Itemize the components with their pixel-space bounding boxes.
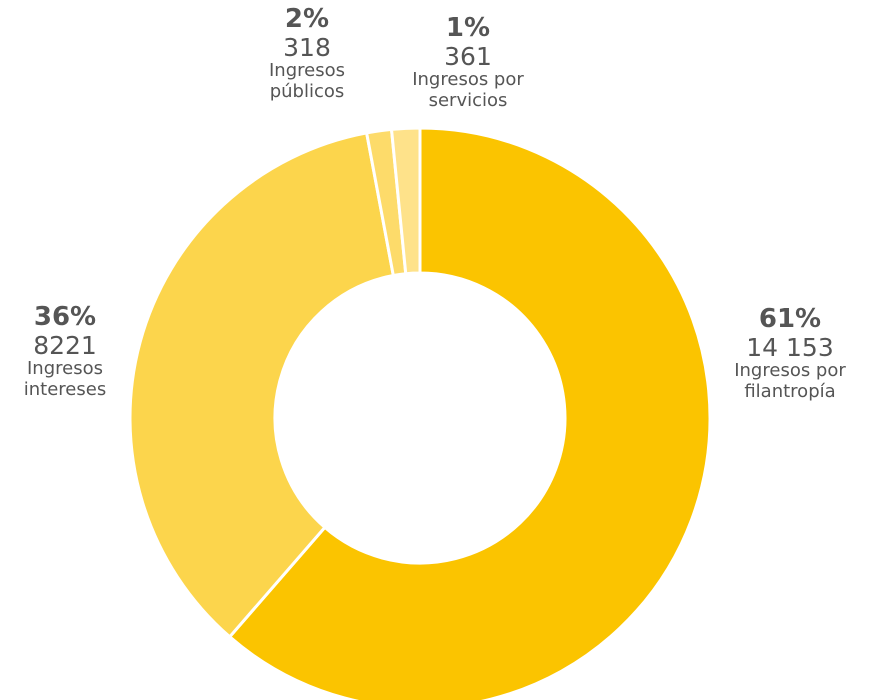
- slice-category-line: Ingresos por: [734, 359, 846, 381]
- slice-label-servicios: 1% 361 Ingresos por servicios: [388, 13, 548, 112]
- slice-value: 8221: [33, 330, 97, 360]
- slice-percent: 2%: [284, 4, 330, 34]
- slice-value: 318: [283, 32, 331, 62]
- slice-category-line: Ingresos: [27, 357, 103, 379]
- slice-label-intereses: 36% 8221 Ingresos intereses: [0, 302, 130, 401]
- slice-label-filantropia: 61% 14 153 Ingresos por filantropía: [710, 304, 870, 403]
- slice-category-line: filantropía: [744, 381, 836, 403]
- slice-label-publicos: 2% 318 Ingresos públicos: [243, 4, 371, 103]
- slice-percent: 61%: [758, 304, 822, 334]
- slice-category-line: públicos: [269, 81, 345, 103]
- chart-slices: [128, 126, 712, 700]
- slice-value: 14 153: [746, 332, 834, 362]
- slice-category-line: Ingresos: [269, 59, 345, 81]
- slice-percent: 36%: [33, 302, 97, 332]
- slice-value: 361: [444, 41, 492, 71]
- slice-percent: 1%: [445, 13, 491, 43]
- slice-category-line: servicios: [428, 90, 508, 112]
- donut-hole: [275, 273, 565, 563]
- slice-category-line: Ingresos por: [412, 68, 524, 90]
- slice-category-line: intereses: [23, 379, 107, 401]
